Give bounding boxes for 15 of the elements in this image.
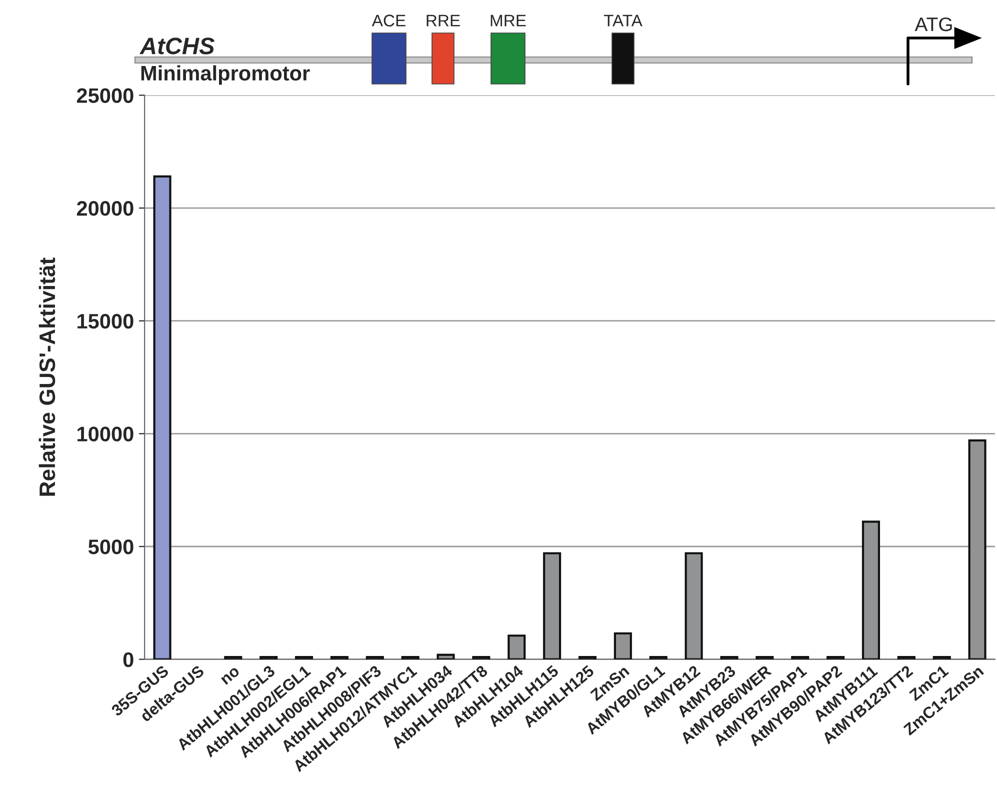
y-axis-title: Relative GUS'-Aktivität <box>38 258 56 496</box>
y-tick-label: 5000 <box>88 540 134 554</box>
y-tick-label: 20000 <box>76 201 134 216</box>
y-tick-label: 25000 <box>76 88 134 103</box>
y-tick-label: 0 <box>123 652 134 668</box>
bar <box>153 175 172 660</box>
text: ACE <box>372 14 406 26</box>
text: TATA <box>604 14 642 26</box>
y-tick-label: 10000 <box>78 426 134 442</box>
y-tick-label: 15000 <box>78 314 134 329</box>
text: Minimalpromotor <box>141 65 310 85</box>
text: RRE <box>426 14 460 26</box>
text: AtCHS <box>140 38 215 54</box>
text: MRE <box>490 14 526 26</box>
text: ATG <box>914 17 952 32</box>
